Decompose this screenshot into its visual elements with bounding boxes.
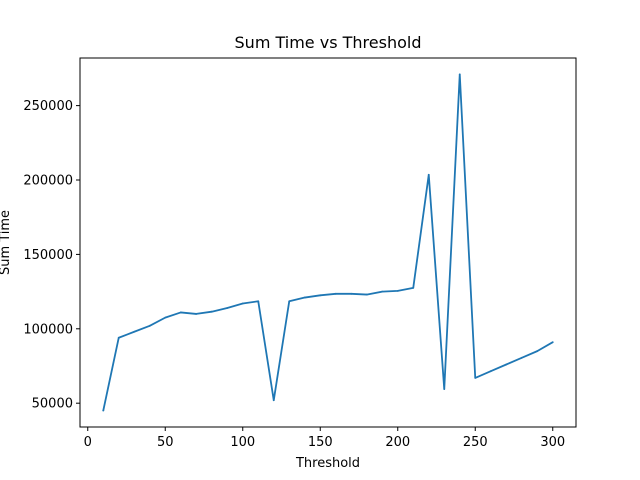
x-tick-label: 150 [308, 435, 333, 450]
series-layer [102, 73, 554, 412]
data-point [474, 377, 477, 379]
data-point [551, 341, 554, 344]
y-axis-ticks: 50000 100000 150000 200000 250000 [23, 99, 80, 412]
data-point [381, 290, 384, 293]
data-point [536, 350, 539, 353]
y-tick-label: 100000 [23, 322, 73, 337]
data-point [102, 409, 105, 412]
plot-area-frame [79, 57, 577, 428]
data-point [427, 173, 430, 176]
data-point [412, 286, 415, 289]
y-axis-title: Sum Time [0, 210, 13, 275]
x-tick-label: 300 [540, 435, 565, 450]
x-axis-title: Threshold [295, 456, 360, 471]
y-tick-label: 200000 [23, 174, 73, 189]
series-line-0 [102, 73, 554, 411]
data-point [396, 289, 399, 292]
y-tick-label: 250000 [23, 99, 73, 114]
data-point [443, 388, 446, 390]
data-point [272, 399, 275, 402]
data-point [241, 302, 244, 305]
data-point [505, 363, 508, 366]
data-point [365, 293, 368, 296]
x-tick-label: 250 [463, 435, 488, 450]
data-point [148, 324, 151, 327]
chart-title: Sum Time vs Threshold [235, 33, 422, 52]
data-point [179, 311, 182, 314]
y-tick-label: 50000 [32, 397, 73, 412]
data-point [458, 73, 461, 76]
data-point [195, 313, 198, 315]
data-point [319, 294, 322, 297]
x-tick-label: 200 [385, 435, 410, 450]
x-tick-label: 0 [84, 435, 92, 450]
data-point [350, 292, 353, 295]
data-point [288, 300, 291, 303]
x-axis-ticks: 0 50 100 150 200 250 300 [84, 427, 565, 450]
data-point [489, 370, 492, 373]
data-point [210, 310, 213, 313]
data-point [334, 292, 337, 295]
data-point [520, 356, 523, 359]
y-tick-label: 150000 [23, 248, 73, 263]
x-tick-label: 100 [230, 435, 255, 450]
data-point [226, 307, 229, 309]
data-point [133, 330, 136, 333]
data-point [257, 300, 260, 303]
x-tick-label: 50 [157, 435, 174, 450]
data-point [164, 316, 167, 319]
data-point [303, 296, 306, 299]
data-point [117, 336, 120, 339]
